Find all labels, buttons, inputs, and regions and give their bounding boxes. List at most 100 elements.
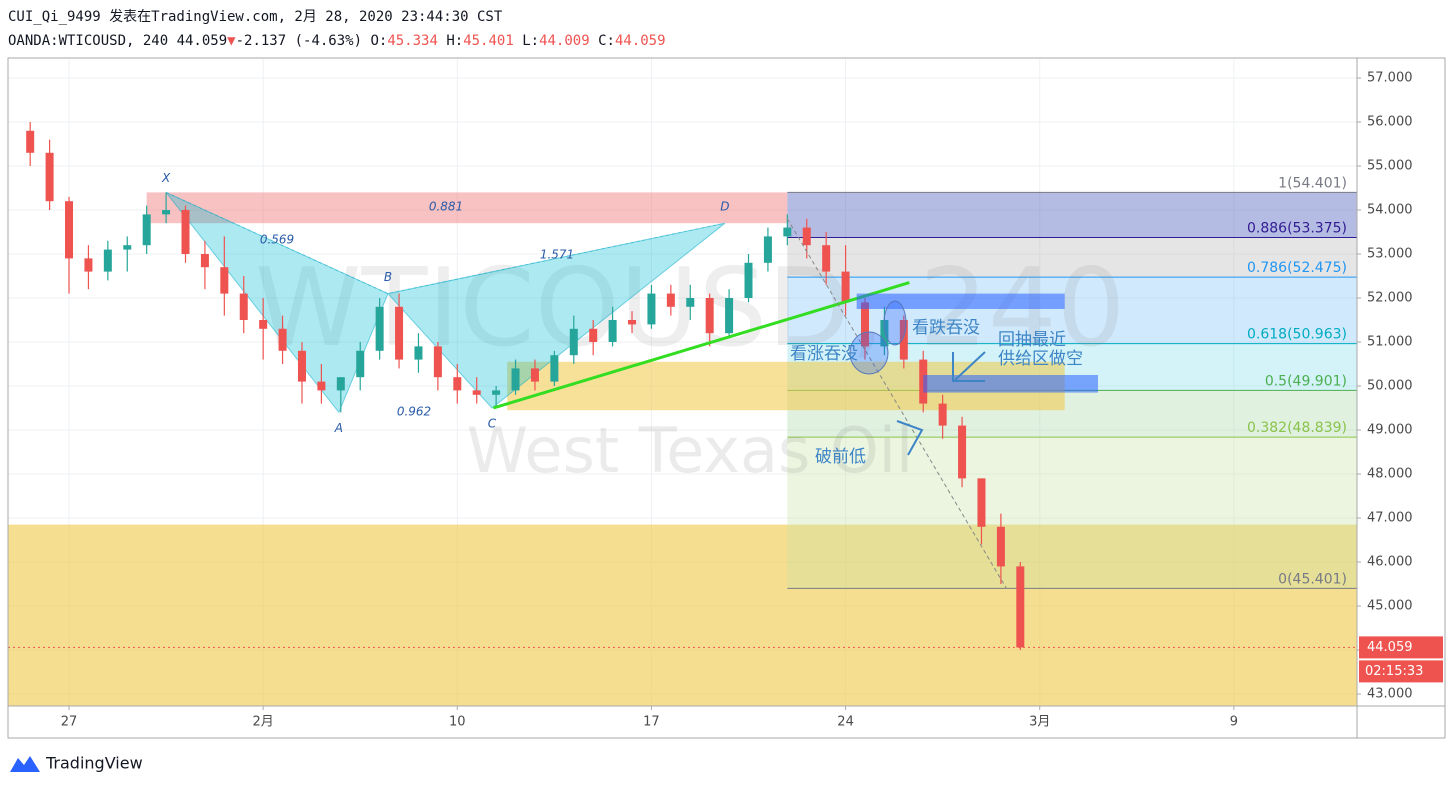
projection-line [786,218,1007,589]
highlight [849,331,889,375]
fib-label: 1(54.401) [1278,175,1347,191]
down-arrow: ▼ [227,33,236,49]
candle-body [550,355,559,382]
plot: 1(54.401) 0.886(53.375) 0.786(52.475) 0.618… [8,58,1357,706]
fib-label: 0(45.401) [1278,571,1347,587]
candle-body [433,346,442,378]
x-tick-label: 27 [61,715,78,730]
candle-body [1016,566,1025,648]
pattern-point-label: C [488,416,497,430]
y-tick-label: 51.000 [1367,334,1413,349]
fib-band [787,237,1357,278]
candle-body [472,390,481,395]
candle-body [725,297,734,334]
candle-body [802,227,811,246]
logo: TradingView [10,754,143,773]
l-label: L: [522,33,539,49]
candle-body [589,328,598,342]
x-tick-label: 24 [837,715,854,730]
zone [856,293,1065,309]
candle-body [84,258,93,272]
pattern-point-label: D [720,200,729,214]
candle-body [259,319,268,329]
fib-label: 0.5(49.901) [1265,373,1347,389]
y-tick-label: 53.000 [1367,246,1413,261]
y-tick-label: 45.000 [1367,598,1413,613]
candle-body [492,390,501,395]
fib-label: 0.382(48.839) [1247,420,1347,436]
o-label: O: [370,33,387,49]
candle-body [938,403,947,426]
candle-body [453,377,462,391]
candle-body [239,293,248,320]
candle-body [336,377,345,391]
candle-body [317,381,326,391]
zone [8,524,1357,706]
candle-body [220,267,229,294]
pattern-point-label: A [334,421,343,435]
candle-body [841,271,850,303]
header-line: CUI_Qi_9499 发表在TradingView.com, 2月 28, 2… [8,9,503,25]
highlight [883,300,907,346]
candle-body [977,478,986,527]
h-label: H: [446,33,463,49]
candle-body [181,209,190,254]
y-tick-label: 50.000 [1367,378,1413,393]
fib-band [787,437,1357,589]
fib-label: 0.786(52.475) [1247,260,1347,276]
candle-body [511,368,520,391]
pattern-point-label: B [384,270,392,284]
candle-body [414,346,423,360]
candle-body [608,319,617,342]
candle-body [860,302,869,347]
candle-body [65,201,74,259]
candle-body [880,319,889,347]
candle-body [103,249,112,272]
y-tick-label: 43.000 [1367,686,1413,701]
open: 45.334 [387,33,438,49]
candle-body [686,297,695,307]
candle-body [142,214,151,246]
x-tick-label: 17 [643,715,660,730]
candle-body [45,152,54,202]
candle-body [744,262,753,298]
countdown-tag [1359,660,1443,683]
pattern-ratio: 1.571 [540,248,574,262]
candle-body [996,526,1005,567]
zone [923,374,1098,393]
arrow [896,420,924,456]
arrow [952,352,985,382]
x-tick-label: 9 [1230,715,1238,730]
annotation: 破前低 [815,447,866,467]
pattern-point-label: X [161,171,171,185]
symbol: OANDA:WTICOUSD, 240 44.059 [8,33,227,49]
x-tick-label: 10 [449,715,466,730]
annotation: 看跌吞没 [912,318,980,338]
candle-body [783,227,792,237]
chart-border [7,57,1446,739]
high: 45.401 [463,33,514,49]
y-tick-label: 48.000 [1367,466,1413,481]
trendline [492,281,910,410]
brand: TradingView [45,754,143,773]
fib-label: 0.618(50.963) [1247,327,1347,343]
y-tick-label: 49.000 [1367,422,1413,437]
zone [146,192,788,224]
y-tick-label: 57.000 [1367,70,1413,85]
candle-body [822,245,831,272]
candle-body [647,293,656,325]
low: 44.009 [539,33,590,49]
change: -2.137 (-4.63%) [236,33,362,49]
candle-body [200,253,209,268]
price-tag-label: 44.059 [1367,640,1413,655]
price-tag [1359,636,1443,659]
x-tick-label: 3月 [1029,715,1050,730]
fib-band [787,192,1357,238]
candle-body [26,130,35,153]
candle-body [297,350,306,382]
candle-body [899,319,908,360]
y-tick-label: 47.000 [1367,510,1413,525]
annotation: 看涨吞没 [790,344,858,364]
candle-body [278,328,287,351]
